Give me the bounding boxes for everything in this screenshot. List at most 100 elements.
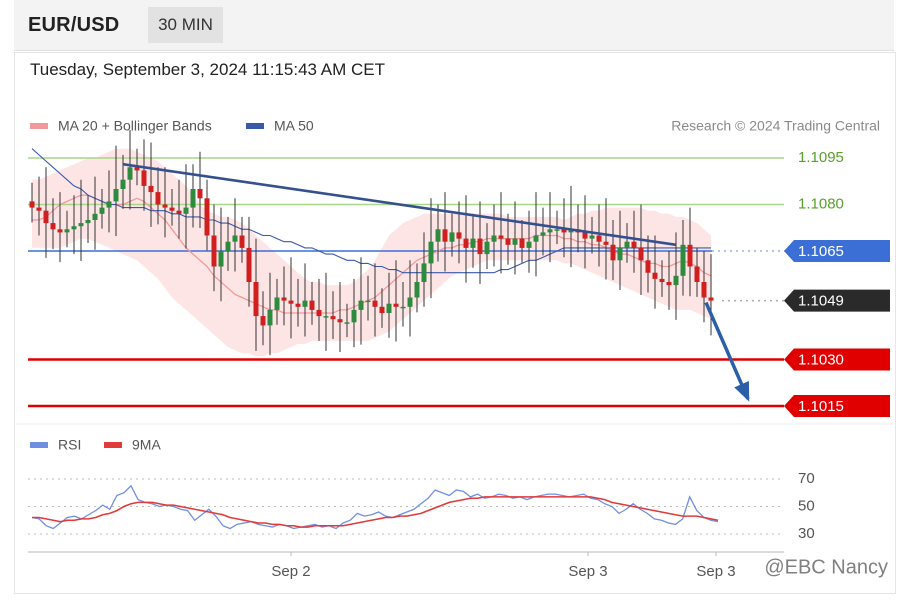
candle-body: [127, 167, 133, 180]
candle-body: [393, 303, 399, 307]
candle-body: [610, 244, 616, 261]
candle-body: [78, 223, 84, 227]
legend-label: MA 20 + Bollinger Bands: [58, 118, 212, 134]
rsi-tick-label: 70: [798, 470, 815, 487]
candle-body: [155, 192, 161, 205]
candle-body: [190, 189, 196, 208]
legend-swatch: [30, 123, 48, 129]
level-tag: [784, 348, 890, 371]
candle-body: [442, 229, 448, 242]
candle-body: [330, 316, 336, 320]
candle-body: [477, 238, 483, 255]
candle-body: [645, 260, 651, 273]
candle-body: [148, 185, 154, 193]
chart-header: EUR/USD 30 MIN: [14, 0, 894, 51]
chart-datetime: Tuesday, September 3, 2024 11:15:43 AM C…: [30, 60, 385, 79]
candle-body: [386, 303, 392, 313]
candle-body: [176, 210, 182, 214]
candle-body: [519, 238, 525, 248]
candle-body: [323, 316, 329, 318]
symbol-title: EUR/USD: [28, 14, 120, 36]
candle-body: [701, 282, 707, 298]
candle-body: [337, 319, 343, 323]
candle-body: [526, 241, 532, 248]
candle-body: [267, 309, 273, 326]
projection-arrowhead: [734, 381, 750, 402]
legend-swatch: [104, 442, 122, 448]
candle-body: [379, 306, 385, 313]
candle-body: [547, 229, 553, 233]
candle-body: [106, 201, 112, 208]
candle-body: [113, 189, 119, 202]
candle-body: [43, 210, 49, 224]
candle-body: [561, 229, 567, 233]
candle-body: [687, 244, 693, 267]
candle-body: [50, 223, 56, 230]
candle-body: [414, 282, 420, 298]
watermark-text: @EBC Nancy: [764, 556, 888, 578]
candle-body: [71, 226, 77, 230]
candle-body: [659, 278, 665, 282]
candle-body: [99, 207, 105, 214]
candle-body: [295, 303, 301, 307]
candle-body: [169, 207, 175, 211]
candle-body: [596, 235, 602, 242]
trendline: [122, 162, 677, 247]
legend-label: 9MA: [132, 437, 161, 453]
candle-body: [218, 251, 224, 267]
attribution: Research © 2024 Trading Central: [671, 118, 880, 134]
legend-swatch: [246, 123, 264, 129]
level-tag: [784, 395, 890, 417]
rsi-line: [31, 484, 719, 530]
candle-body: [36, 207, 42, 211]
candle-body: [491, 235, 497, 242]
candle-body: [666, 282, 672, 286]
rsi-tick-label: 50: [798, 497, 815, 514]
level-label: 1.1015: [798, 398, 844, 415]
rsi-ma-line: [32, 496, 719, 528]
candle-body: [281, 297, 287, 301]
candle-body: [554, 229, 560, 231]
candle-body: [358, 300, 364, 310]
candle-body: [400, 306, 406, 309]
candle-body: [274, 297, 280, 310]
candle-body: [603, 241, 609, 245]
candle-body: [344, 322, 350, 324]
candle-body: [85, 220, 91, 224]
candle-body: [449, 232, 455, 242]
bollinger-band: [32, 148, 711, 357]
candle-body: [197, 189, 203, 199]
candle-body: [253, 282, 259, 317]
level-label: 1.1049: [798, 293, 844, 310]
candle-body: [463, 238, 469, 248]
candle-body: [421, 263, 427, 282]
legend-label: RSI: [58, 437, 81, 453]
timeframe-button[interactable]: 30 MIN: [148, 7, 223, 43]
candle-body: [470, 238, 476, 248]
level-label: 1.1095: [798, 149, 844, 166]
candle-body: [64, 229, 70, 233]
ma50-line: [31, 148, 711, 274]
candle-body: [708, 297, 714, 301]
candle-body: [694, 266, 700, 282]
candle-body: [484, 241, 490, 255]
candle-body: [498, 235, 504, 239]
candle-body: [568, 229, 574, 233]
candle-body: [456, 232, 462, 239]
candle-body: [589, 235, 595, 239]
candle-body: [624, 241, 630, 248]
candle-body: [246, 247, 252, 282]
candle-body: [57, 229, 63, 233]
candle-body: [183, 207, 189, 214]
candle-body: [435, 229, 441, 242]
candle-body: [309, 300, 315, 310]
candle-body: [29, 201, 35, 208]
x-tick-label: Sep 3: [696, 563, 735, 580]
candle-body: [428, 241, 434, 264]
candle-body: [302, 300, 308, 307]
candle-body: [582, 232, 588, 239]
candle-body: [617, 247, 623, 261]
level-label: 1.1065: [798, 243, 844, 260]
candle-body: [351, 309, 357, 323]
